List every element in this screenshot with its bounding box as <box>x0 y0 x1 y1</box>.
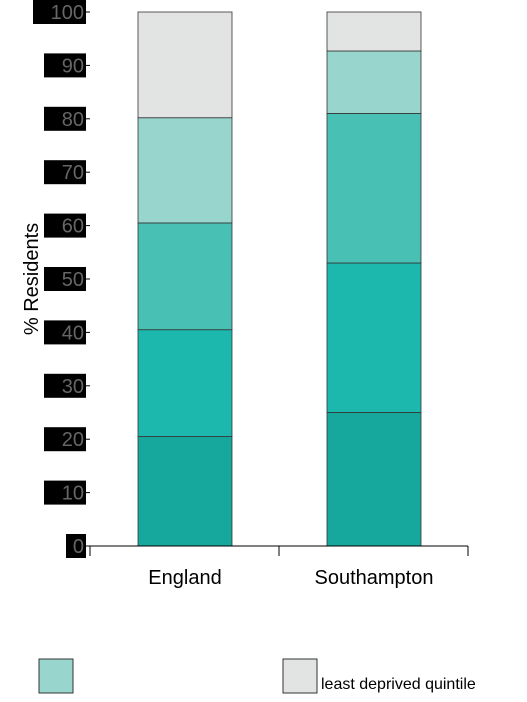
legend: least deprived quintile <box>38 658 476 694</box>
y-axis-title: % Residents <box>21 223 43 335</box>
y-tick-label-70: 70 <box>62 162 84 184</box>
x-category-label-southampton: Southampton <box>315 567 434 589</box>
y-tick-label-bg-70 <box>44 160 86 185</box>
legend-label-2: least deprived quintile <box>321 676 476 693</box>
legend-swatch-1 <box>38 658 74 694</box>
bar-england-segment-1 <box>137 436 233 547</box>
y-tick-label-20: 20 <box>62 429 84 451</box>
category-labels: England Southampton <box>148 567 433 589</box>
y-tick-label-bg-0 <box>66 534 86 558</box>
x-category-label-england: England <box>148 567 221 589</box>
bar-southampton-segment-3 <box>326 113 422 264</box>
y-tick-label-bg-20 <box>44 427 86 452</box>
y-tick-label-bg-40 <box>44 320 86 345</box>
y-tick-label-30: 30 <box>62 376 84 398</box>
bar-southampton-segment-1 <box>326 412 422 547</box>
bar-england-segment-4 <box>137 117 233 224</box>
y-tick-label-60: 60 <box>62 216 84 238</box>
y-tick-label-0: 0 <box>73 536 84 558</box>
y-tick-label-10: 10 <box>62 483 84 505</box>
y-tick-label-bg-60 <box>44 213 86 238</box>
bar-england-segment-5 <box>137 11 233 119</box>
y-tick-label-bg-10 <box>44 480 86 505</box>
y-tick-label-bg-90 <box>44 53 86 78</box>
bar-england-segment-2 <box>137 329 233 437</box>
bar-england-segment-3 <box>137 222 233 331</box>
y-tick-label-40: 40 <box>62 322 84 344</box>
legend-swatch-2 <box>282 658 318 694</box>
y-tick-label-bg-80 <box>44 106 86 131</box>
y-tick-label-bg-30 <box>44 373 86 398</box>
axes <box>89 545 469 556</box>
y-tick-label-50: 50 <box>62 269 84 291</box>
y-tick-label-90: 90 <box>62 55 84 77</box>
y-axis-ticks: 0 10 20 30 40 50 60 70 80 90 100 <box>33 0 90 558</box>
bar-southampton-segment-4 <box>326 50 422 114</box>
bar-southampton-segment-5 <box>326 11 422 52</box>
bar-southampton-segment-2 <box>326 262 422 413</box>
bars <box>137 11 422 547</box>
y-tick-label-80: 80 <box>62 109 84 131</box>
y-tick-label-bg-100 <box>33 0 86 24</box>
y-tick-label-bg-50 <box>44 267 86 291</box>
y-tick-label-100: 100 <box>51 2 84 24</box>
